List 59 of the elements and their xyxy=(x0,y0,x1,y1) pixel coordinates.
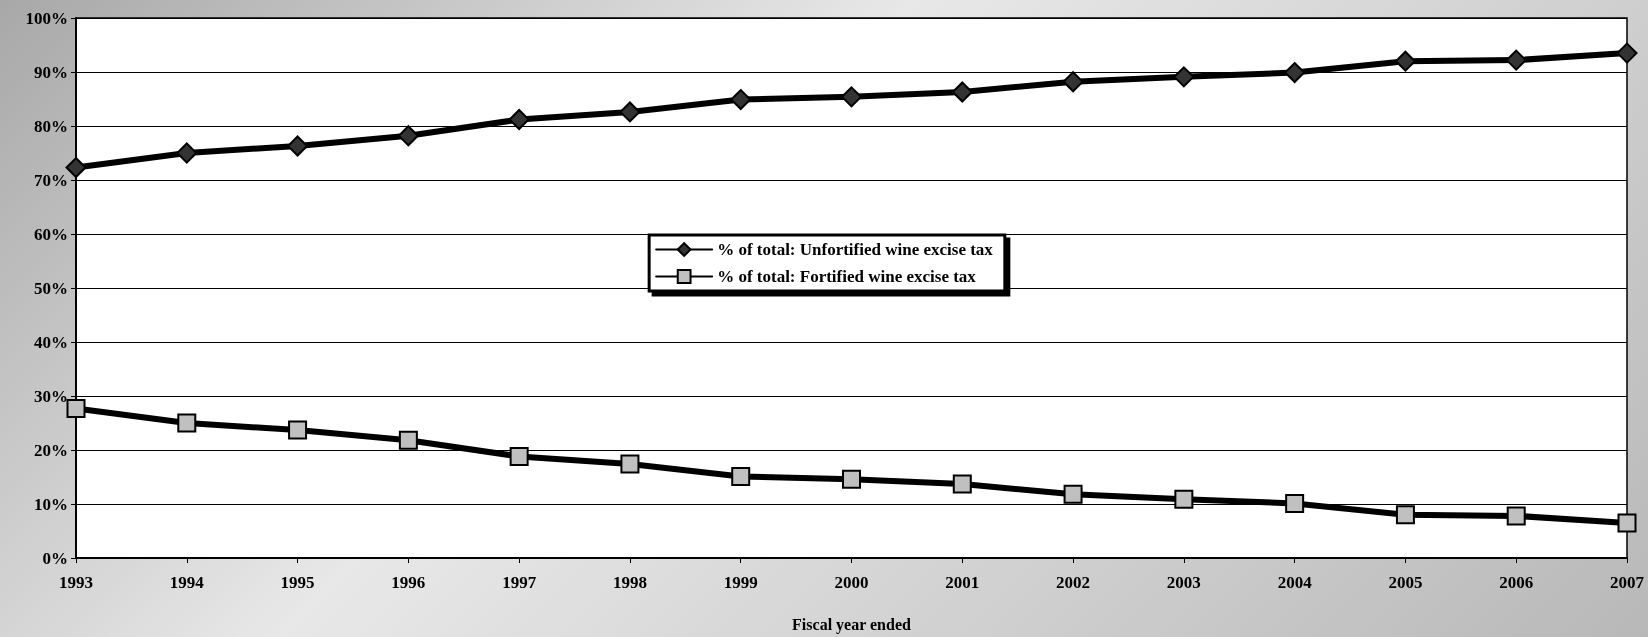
x-tick-label: 1996 xyxy=(391,573,426,592)
point xyxy=(287,135,309,157)
x-tick-label: 2003 xyxy=(1166,573,1201,592)
y-tick-label: 30% xyxy=(34,386,68,406)
x-tick-label: 2006 xyxy=(1499,573,1534,592)
point xyxy=(288,420,308,440)
y-tick-label: 60% xyxy=(34,224,68,244)
y-tick-label: 80% xyxy=(34,116,68,136)
x-tick-label: 2002 xyxy=(1056,573,1091,592)
x-tick-label: 1994 xyxy=(169,573,205,592)
x-tick-label: 2005 xyxy=(1388,573,1423,592)
point xyxy=(951,81,973,103)
y-tick-label: 50% xyxy=(34,278,68,298)
point xyxy=(1284,62,1306,84)
point xyxy=(1617,513,1637,533)
point xyxy=(176,142,198,164)
point xyxy=(1616,42,1638,64)
point xyxy=(508,109,530,131)
point xyxy=(66,398,86,418)
point xyxy=(397,125,419,147)
y-tick-label: 40% xyxy=(34,332,68,352)
y-tick-label: 20% xyxy=(34,440,68,460)
x-tick-label: 2001 xyxy=(945,573,980,592)
point xyxy=(1173,66,1195,88)
x-axis-title: Fiscal year ended xyxy=(792,615,911,634)
y-tick-label: 100% xyxy=(25,8,68,28)
point xyxy=(1395,505,1415,525)
point xyxy=(1174,489,1194,509)
x-tick-label: 1998 xyxy=(612,573,647,592)
y-tick-label: 90% xyxy=(34,62,68,82)
point xyxy=(619,101,641,123)
x-tick-label: 1995 xyxy=(280,573,315,592)
point xyxy=(1063,484,1083,504)
legend-label: % of total: Fortified wine excise tax xyxy=(717,267,977,286)
point xyxy=(1506,506,1526,526)
point xyxy=(509,446,529,466)
point xyxy=(1394,50,1416,72)
point xyxy=(398,430,418,450)
x-tick-label: 2007 xyxy=(1610,573,1645,592)
x-tick-label: 2000 xyxy=(834,573,869,592)
point xyxy=(177,413,197,433)
point xyxy=(842,469,861,489)
point xyxy=(841,86,862,108)
point xyxy=(731,466,751,486)
x-tick-label: 1993 xyxy=(59,573,93,592)
point xyxy=(730,89,752,111)
y-tick-label: 0% xyxy=(42,548,68,568)
point xyxy=(1285,493,1305,513)
y-tick-label: 10% xyxy=(34,494,68,514)
point xyxy=(65,157,87,179)
y-tick-label: 70% xyxy=(34,170,68,190)
x-tick-label: 1999 xyxy=(723,573,758,592)
point xyxy=(1062,71,1084,93)
legend-label: % of total: Unfortified wine excise tax xyxy=(717,240,994,259)
x-tick-label: 1997 xyxy=(502,573,537,592)
x-tick-label: 2004 xyxy=(1277,573,1313,592)
point xyxy=(952,474,972,494)
point xyxy=(620,454,640,474)
point xyxy=(1505,49,1527,71)
